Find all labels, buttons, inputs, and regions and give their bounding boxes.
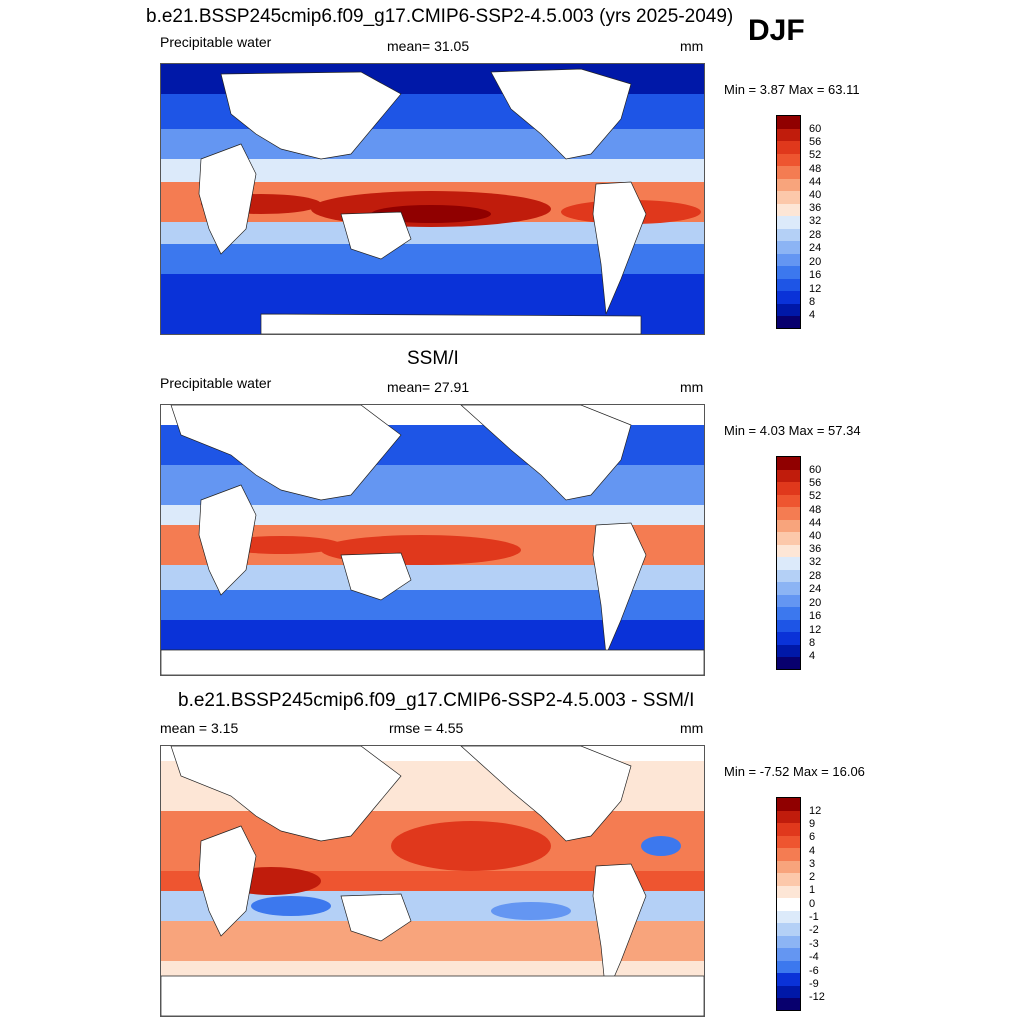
- panel1-tick: 36: [809, 202, 822, 214]
- panel3-tick: -9: [809, 978, 819, 990]
- panel2-tick: 12: [809, 624, 822, 636]
- panel1-tick: 48: [809, 163, 822, 175]
- panel3-tick: 0: [809, 898, 816, 910]
- panel1-tick: 16: [809, 269, 822, 281]
- panel2-tick: 52: [809, 490, 822, 502]
- panel3-tick: -4: [809, 951, 819, 963]
- panel1-tick: 44: [809, 176, 822, 188]
- panel1-mean-label: mean= 31.05: [387, 38, 470, 54]
- panel1-tick: 12: [809, 283, 822, 295]
- panel2-tick: 44: [809, 517, 822, 529]
- panel3-tick: 6: [809, 831, 816, 843]
- panel2-tick: 32: [809, 556, 822, 568]
- panel2-tick: 56: [809, 477, 822, 489]
- panel1-field: [161, 64, 704, 334]
- panel2-tick: 24: [809, 583, 822, 595]
- panel3-tick: 12: [809, 805, 822, 817]
- panel2-tick: 36: [809, 543, 822, 555]
- panel1-tick: 32: [809, 215, 822, 227]
- panel2-tick: 16: [809, 610, 822, 622]
- panel2-tick: 60: [809, 464, 822, 476]
- panel3-field: [161, 746, 704, 1016]
- panel3-units-label: mm: [680, 720, 704, 736]
- panel3-title: b.e21.BSSP245cmip6.f09_g17.CMIP6-SSP2-4.…: [178, 690, 695, 711]
- panel2-tick: 20: [809, 597, 822, 609]
- panel3-map: [160, 745, 705, 1017]
- panel3-tick: -2: [809, 924, 819, 936]
- panel3-tick: 4: [809, 845, 816, 857]
- panel1-minmax-label: Min = 3.87 Max = 63.11: [724, 82, 860, 97]
- panel1-tick: 8: [809, 296, 816, 308]
- panel3-minmax-label: Min = -7.52 Max = 16.06: [724, 764, 865, 779]
- panel3-mean-label: mean = 3.15: [160, 720, 239, 736]
- panel1-tick: 20: [809, 256, 822, 268]
- panel2-field: [161, 405, 704, 675]
- panel2-tick: 28: [809, 570, 822, 582]
- panel1-tick: 4: [809, 309, 816, 321]
- panel1-map: [160, 63, 705, 335]
- panel3-colorbar: [776, 797, 801, 1011]
- panel3-tick: -6: [809, 965, 819, 977]
- panel2-minmax-label: Min = 4.03 Max = 57.34: [724, 423, 861, 438]
- panel1-tick: 24: [809, 242, 822, 254]
- panel2-variable-label: Precipitable water: [160, 375, 272, 391]
- panel2-tick: 4: [809, 650, 816, 662]
- panel1-title: b.e21.BSSP245cmip6.f09_g17.CMIP6-SSP2-4.…: [146, 6, 734, 27]
- panel1-variable-label: Precipitable water: [160, 34, 272, 50]
- panel3-tick: 1: [809, 884, 816, 896]
- panel2-units-label: mm: [680, 379, 704, 395]
- panel3-tick: -12: [809, 991, 825, 1003]
- panel2-tick: 48: [809, 504, 822, 516]
- panel2-colorbar: [776, 456, 801, 670]
- panel3-rmse-label: rmse = 4.55: [389, 720, 464, 736]
- panel1-tick: 40: [809, 189, 822, 201]
- panel3-tick: -3: [809, 938, 819, 950]
- panel3-tick: 9: [809, 818, 816, 830]
- season-label: DJF: [748, 14, 805, 47]
- panel1-units-label: mm: [680, 38, 704, 54]
- panel2-tick: 8: [809, 637, 816, 649]
- panel1-tick: 28: [809, 229, 822, 241]
- panel2-tick: 40: [809, 530, 822, 542]
- panel3-tick: 3: [809, 858, 816, 870]
- panel2-mean-label: mean= 27.91: [387, 379, 470, 395]
- panel2-map: [160, 404, 705, 676]
- panel2-title: SSM/I: [407, 348, 459, 369]
- panel1-colorbar: [776, 115, 801, 329]
- panel1-tick: 60: [809, 123, 822, 135]
- panel1-tick: 56: [809, 136, 822, 148]
- panel3-tick: -1: [809, 911, 819, 923]
- panel1-tick: 52: [809, 149, 822, 161]
- panel3-tick: 2: [809, 871, 816, 883]
